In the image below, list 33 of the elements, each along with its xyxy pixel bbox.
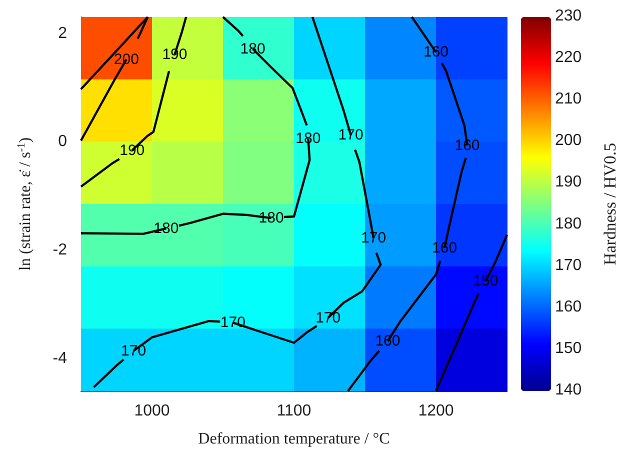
- series-label: 180: [296, 130, 321, 147]
- series-label: 160: [454, 136, 480, 154]
- series-label: 190: [120, 142, 145, 159]
- series-label: 160: [375, 332, 400, 350]
- series-label: 190: [162, 46, 188, 63]
- x-tick-label: 1100: [276, 402, 312, 420]
- series-label: 170: [316, 309, 341, 326]
- color-bar-label: 190: [555, 174, 582, 191]
- color-bar-title: Hardness / HV0.5: [600, 142, 620, 266]
- y-tick-label: 0: [58, 133, 68, 150]
- color-bar-label: 200: [555, 132, 582, 150]
- series-label: 200: [114, 50, 139, 68]
- color-bar-label: 160: [555, 298, 582, 316]
- color-bar-label: 170: [555, 256, 582, 274]
- series-label: 170: [338, 126, 364, 144]
- color-bar-label: 140: [555, 382, 582, 398]
- x-axis-title: Deformation temperature / °C: [198, 430, 390, 448]
- color-bar-label: 150: [555, 340, 582, 357]
- series-label: 160: [423, 44, 449, 61]
- series-label: 170: [361, 230, 386, 247]
- color-bar-label: 220: [555, 49, 582, 66]
- y-tick-label: -2: [52, 242, 68, 259]
- series-label: 160: [432, 239, 458, 256]
- y-axis-title: ln (strain rate, ε̇ / s-1): [16, 137, 34, 271]
- color-bar-label: 180: [555, 215, 582, 232]
- x-tick-label: 1000: [134, 402, 170, 420]
- x-tick-label: 1200: [418, 402, 454, 420]
- y-tick-label: 2: [58, 24, 68, 42]
- color-bar-label: 210: [555, 90, 582, 108]
- color-bar-label: 230: [555, 8, 582, 24]
- y-tick-label: -4: [52, 350, 68, 367]
- series-label: 150: [473, 272, 498, 290]
- series-label: 180: [240, 40, 266, 58]
